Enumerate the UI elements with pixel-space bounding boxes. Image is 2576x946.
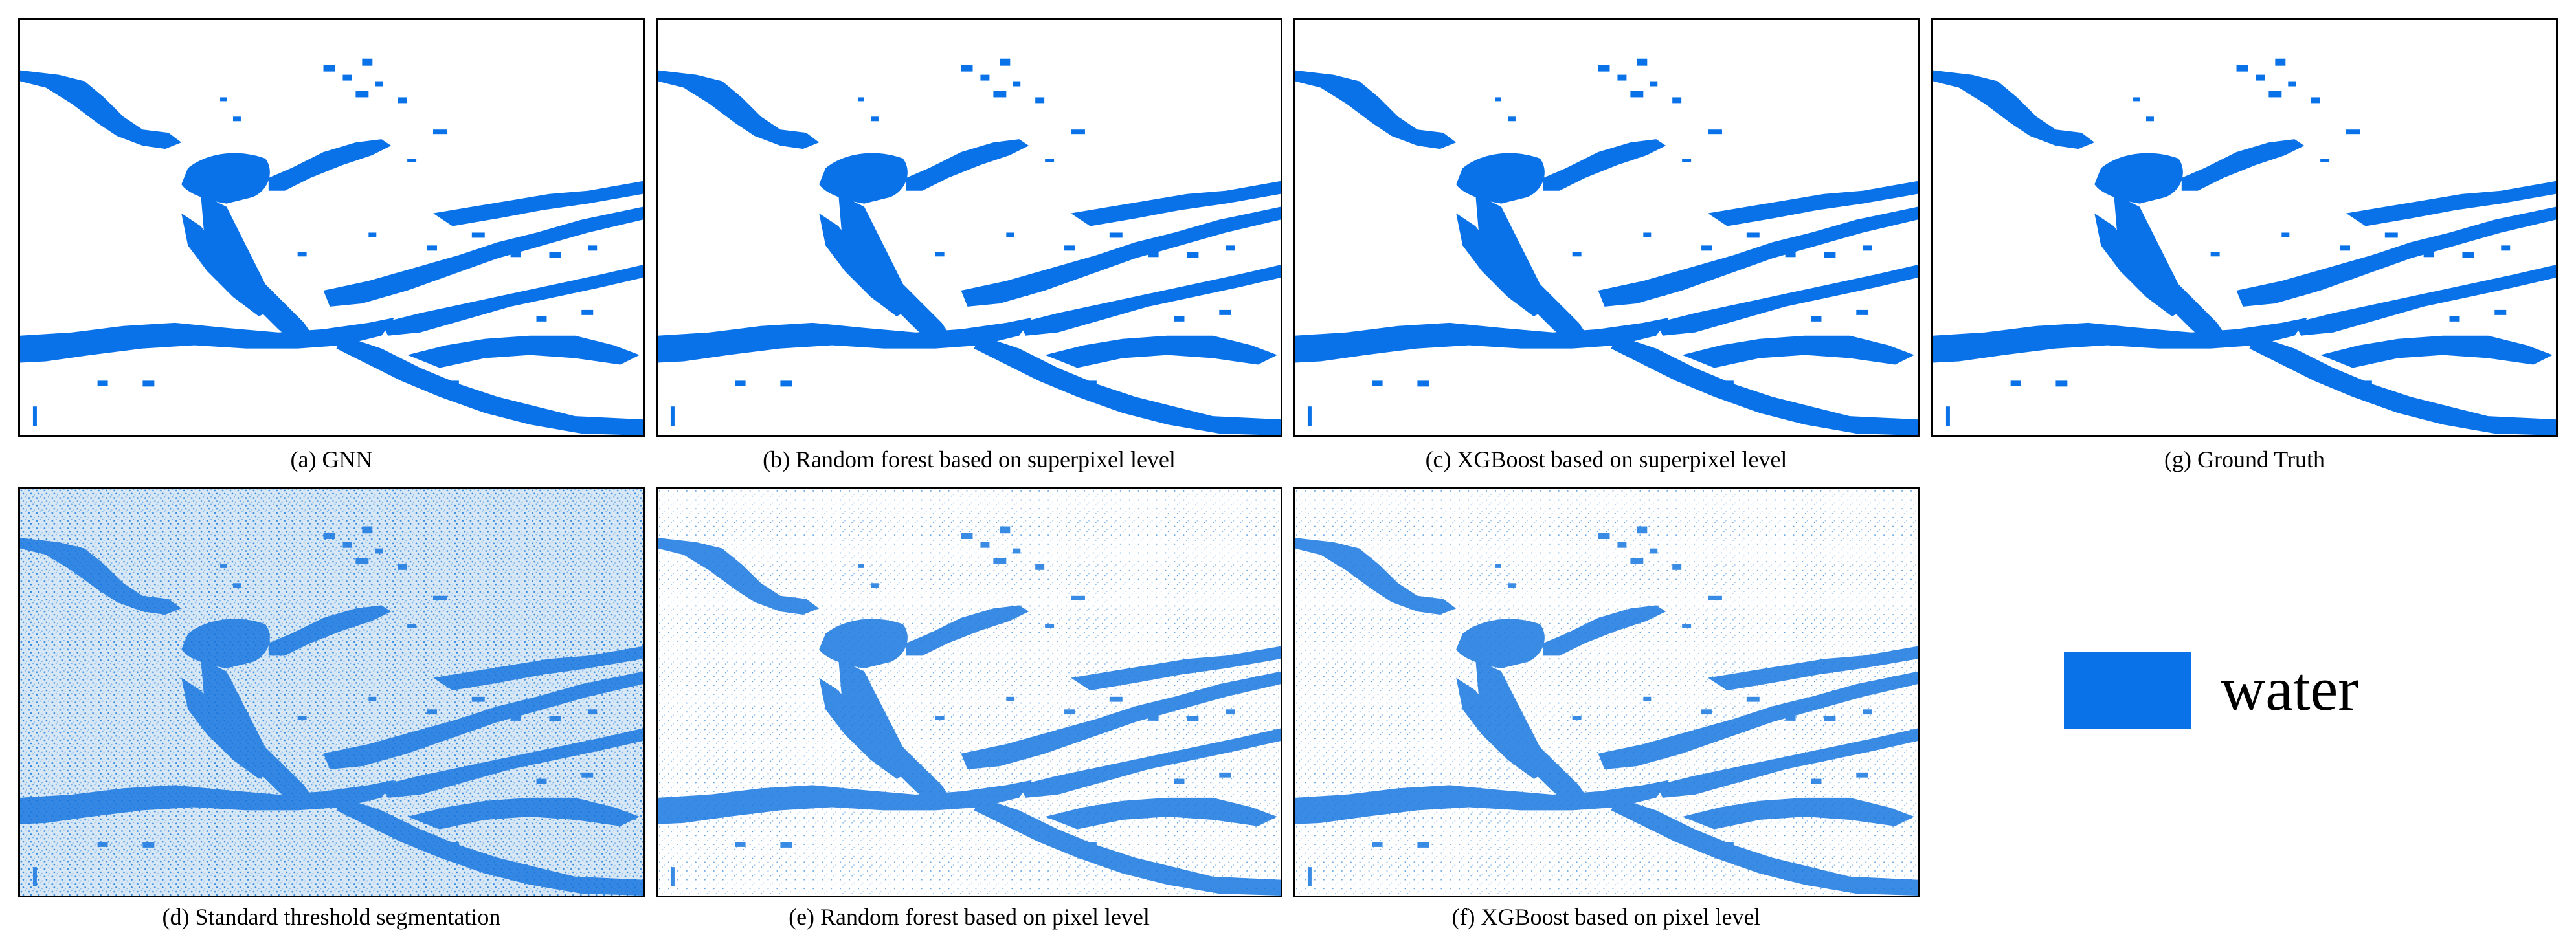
water-map-gnn [20, 58, 643, 435]
caption-threshold-segmentation: (d) Standard threshold segmentation [162, 904, 501, 930]
caption-random-forest-superpixel: (b) Random forest based on superpixel le… [763, 446, 1176, 472]
water-map-xgboost-superpixel [1295, 58, 1918, 435]
water-map-random-forest-pixel [658, 489, 1281, 896]
caption-xgboost-pixel: (f) XGBoost based on pixel level [1451, 904, 1761, 930]
legend-water-swatch [2064, 652, 2191, 729]
panel-ground-truth [1931, 18, 2558, 437]
water-map-random-forest-superpixel [658, 58, 1281, 435]
panel-random-forest-superpixel [656, 18, 1282, 437]
caption-xgboost-superpixel: (c) XGBoost based on superpixel level [1425, 446, 1787, 472]
water-map-threshold-segmentation [20, 489, 643, 896]
caption-random-forest-pixel: (e) Random forest based on pixel level [789, 904, 1150, 930]
water-map-ground-truth [1933, 58, 2556, 435]
panel-random-forest-pixel [656, 487, 1282, 897]
panel-gnn [18, 18, 645, 437]
panel-xgboost-superpixel [1293, 18, 1920, 437]
water-map-xgboost-pixel [1295, 489, 1918, 896]
panel-threshold-segmentation [18, 487, 645, 897]
legend-water-label: water [2221, 654, 2359, 723]
caption-ground-truth: (g) Ground Truth [2164, 446, 2325, 472]
panel-xgboost-pixel [1293, 487, 1920, 897]
caption-gnn: (a) GNN [290, 446, 373, 472]
